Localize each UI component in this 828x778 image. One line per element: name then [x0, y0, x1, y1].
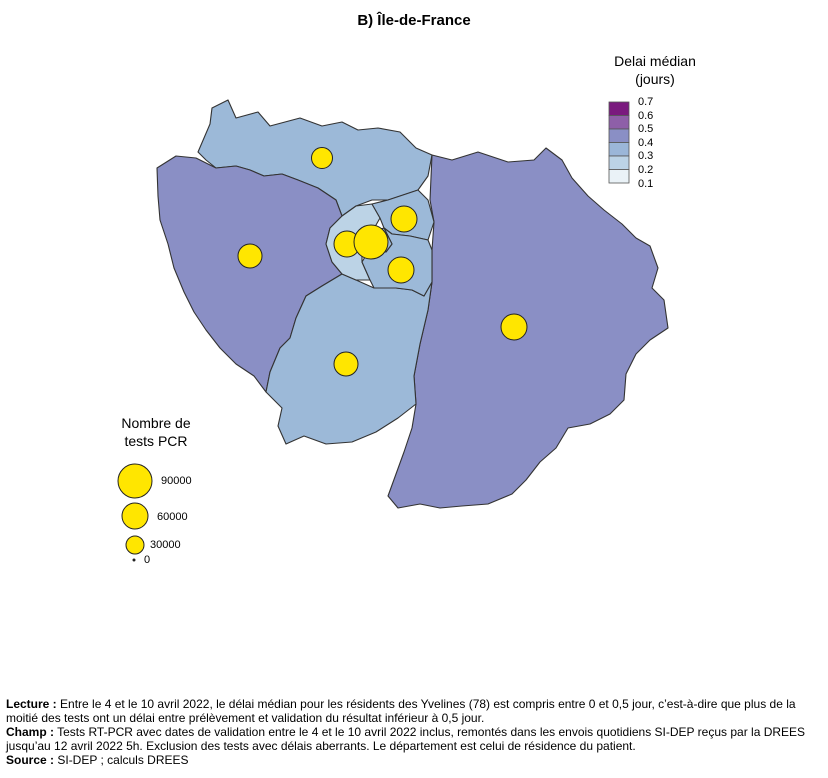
lecture-note: Lecture : Entre le 4 et le 10 avril 2022… [6, 697, 822, 725]
size-legend-title-line1: Nombre de [121, 415, 191, 431]
size-legend-circle-90000 [117, 463, 153, 499]
size-legend-value: 90000 [161, 475, 192, 487]
size-legend-value: 30000 [150, 539, 181, 551]
color-legend-title: Delai médian (jours) [600, 52, 710, 88]
size-legend-circle-0 [132, 558, 136, 562]
symbol-91 [333, 351, 359, 377]
size-legend-value: 0 [144, 554, 151, 566]
source-note: Source : SI-DEP ; calculs DREES [6, 753, 822, 767]
source-text: SI-DEP ; calculs DREES [54, 753, 189, 767]
color-legend-break: 0.4 [638, 137, 654, 149]
color-legend-swatch-2 [608, 115, 630, 130]
size-legend-title: Nombre de tests PCR [98, 414, 214, 450]
color-legend-swatch-1 [608, 101, 630, 116]
color-legend-break: 0.3 [638, 150, 654, 162]
color-legend-title-line1: Delai médian [614, 53, 696, 69]
figure-notes: Lecture : Entre le 4 et le 10 avril 2022… [6, 697, 822, 767]
size-legend-title-line2: tests PCR [124, 433, 188, 449]
color-legend-break: 0.1 [638, 178, 654, 190]
map-title: B) Île-de-France [357, 12, 471, 29]
champ-text: Tests RT-PCR avec dates de validation en… [6, 725, 806, 753]
symbol-94 [387, 256, 415, 284]
color-legend-break: 0.2 [638, 164, 654, 176]
symbol-93 [390, 205, 418, 233]
color-legend-break: 0.5 [638, 123, 654, 135]
size-legend-circle-30000 [125, 535, 145, 555]
lecture-text: Entre le 4 et le 10 avril 2022, le délai… [6, 697, 796, 725]
color-legend-swatch-3 [608, 128, 630, 143]
color-legend-break: 0.7 [638, 96, 654, 108]
color-legend-swatch-4 [608, 142, 630, 157]
symbol-78 [237, 243, 263, 269]
color-legend-swatch-5 [608, 155, 630, 170]
lecture-label: Lecture : [6, 697, 57, 711]
source-label: Source : [6, 753, 55, 767]
color-legend-break: 0.6 [638, 110, 654, 122]
department-77 [387, 147, 669, 509]
champ-note: Champ : Tests RT-PCR avec dates de valid… [6, 725, 822, 753]
champ-label: Champ : [6, 725, 54, 739]
color-legend-swatch-6 [608, 169, 630, 184]
symbol-95 [311, 147, 333, 169]
color-legend-title-line2: (jours) [635, 71, 675, 87]
size-legend-value: 60000 [157, 511, 188, 523]
ile-de-france-map [117, 99, 669, 562]
size-legend-circle-60000 [121, 502, 149, 530]
symbol-77 [500, 313, 528, 341]
symbol-75 [353, 224, 389, 260]
